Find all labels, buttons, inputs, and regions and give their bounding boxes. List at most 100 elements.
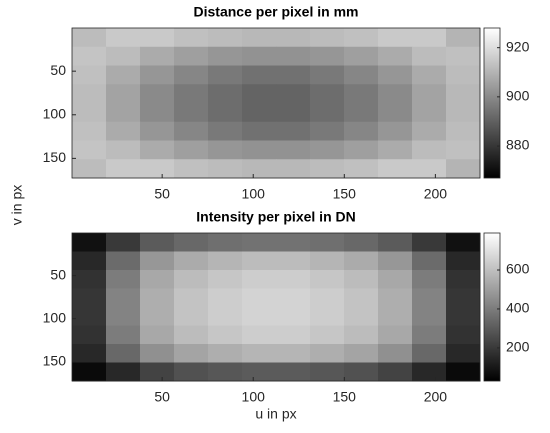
heatmap-cell	[174, 65, 209, 85]
heatmap-cell	[174, 233, 209, 252]
heatmap-cell	[446, 159, 481, 179]
heatmap-cell	[446, 28, 481, 48]
heatmap-cell	[140, 140, 175, 160]
heatmap-cell	[378, 65, 413, 85]
heatmap-cell	[140, 65, 175, 85]
y-tick-label: 100	[43, 105, 67, 121]
heatmap-cell	[106, 84, 141, 104]
heatmap-cell	[106, 251, 141, 271]
heatmap-cell	[140, 121, 175, 141]
heatmap-cell	[412, 307, 447, 326]
heatmap-cell	[276, 288, 311, 308]
heatmap-cell	[446, 288, 481, 308]
heatmap-cell	[310, 159, 345, 179]
heatmap-cell	[174, 307, 209, 326]
heatmap-cell	[106, 288, 141, 308]
heatmap-cell	[242, 251, 277, 271]
heatmap-cell	[446, 103, 481, 123]
heatmap-cell	[412, 251, 447, 271]
heatmap-cell	[310, 270, 345, 289]
heatmap-cell	[208, 28, 243, 48]
heatmap-cell	[378, 84, 413, 104]
heatmap-cell	[378, 28, 413, 48]
heatmap-cell	[446, 362, 481, 382]
heatmap-cell	[446, 270, 481, 289]
heatmap-cell	[140, 251, 175, 271]
heatmap-cell	[242, 103, 277, 123]
heatmap-cell	[378, 103, 413, 123]
heatmap-cell	[276, 28, 311, 48]
heatmap-cell	[344, 307, 379, 326]
heatmap-cell	[72, 233, 107, 252]
heatmap-cell	[242, 362, 277, 382]
heatmap-cell	[72, 84, 107, 104]
heatmap-cell	[174, 288, 209, 308]
heatmap-cell	[344, 28, 379, 48]
heatmap-cell	[106, 28, 141, 48]
heatmap-cell	[242, 84, 277, 104]
y-tick-label: 100	[43, 309, 67, 325]
heatmap-cell	[344, 233, 379, 252]
heatmap-cell	[446, 325, 481, 345]
heatmap-cell	[208, 159, 243, 179]
heatmap-cell	[242, 46, 277, 66]
heatmap-cell	[276, 270, 311, 289]
colorbar-tick-label: 880	[506, 137, 530, 153]
heatmap-cell	[310, 103, 345, 123]
heatmap-cell	[446, 344, 481, 363]
heatmap-cell	[242, 233, 277, 252]
heatmap-cell	[344, 344, 379, 363]
y-tick-label: 50	[50, 62, 66, 78]
heatmap-cell	[208, 251, 243, 271]
heatmap-cell	[446, 307, 481, 326]
heatmap-cell	[242, 28, 277, 48]
heatmap-cell	[174, 159, 209, 179]
heatmap-cell	[106, 325, 141, 345]
heatmap-cell	[412, 140, 447, 160]
y-tick-label: 150	[43, 149, 67, 165]
heatmap-cell	[174, 325, 209, 345]
heatmap-cell	[72, 28, 107, 48]
heatmap-cell	[412, 65, 447, 85]
heatmap-cell	[276, 84, 311, 104]
heatmap-cell	[276, 362, 311, 382]
heatmap-cell	[276, 233, 311, 252]
y-tick-label: 50	[50, 266, 66, 282]
heatmap-cell	[140, 103, 175, 123]
heatmap-cell	[140, 344, 175, 363]
axes-frame	[71, 232, 481, 382]
heatmap-cell	[106, 233, 141, 252]
heatmap-cell	[276, 251, 311, 271]
heatmap-cell	[446, 65, 481, 85]
x-tick-label: 150	[333, 186, 357, 202]
colorbar-tick-label: 900	[506, 88, 530, 104]
heatmap-cell	[378, 288, 413, 308]
heatmap-cell	[310, 325, 345, 345]
heatmap-cell	[310, 46, 345, 66]
x-tick-label: 50	[154, 186, 170, 202]
heatmap-cell	[208, 288, 243, 308]
colorbar-tick-label: 400	[506, 300, 530, 316]
heatmap-cell	[344, 288, 379, 308]
heatmap-cell	[276, 140, 311, 160]
heatmap-cell	[310, 121, 345, 141]
heatmap-cell	[72, 307, 107, 326]
heatmap-cell	[344, 140, 379, 160]
heatmap-cell	[174, 251, 209, 271]
heatmap-cell	[208, 84, 243, 104]
heatmap-cell	[310, 307, 345, 326]
heatmap-cell	[72, 121, 107, 141]
heatmap-cell	[106, 65, 141, 85]
heatmap-cell	[72, 140, 107, 160]
heatmap-cell	[106, 344, 141, 363]
heatmap-cell	[412, 159, 447, 179]
x-tick-label: 150	[333, 389, 357, 405]
colorbar-tick-label: 200	[506, 339, 530, 355]
heatmap-cell	[412, 103, 447, 123]
heatmap-cell	[378, 251, 413, 271]
x-tick-label: 100	[242, 389, 266, 405]
heatmap-cell	[72, 344, 107, 363]
heatmap-cell	[242, 140, 277, 160]
heatmap-cell	[72, 46, 107, 66]
